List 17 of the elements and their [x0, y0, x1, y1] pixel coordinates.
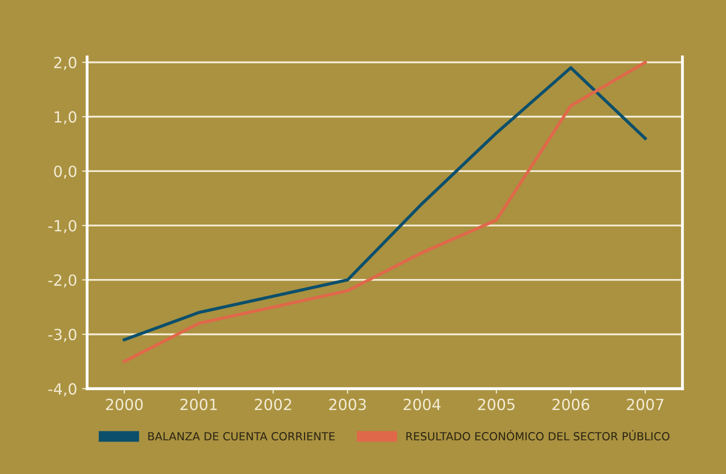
x-tick-label: 2007 — [626, 398, 664, 410]
y-tick-label: 1,0 — [54, 111, 76, 124]
legend-label: RESULTADO ECONÓMICO DEL SECTOR PÚBLICO — [406, 430, 670, 440]
x-tick-label: 2004 — [404, 398, 441, 410]
x-tick-label: 2006 — [552, 398, 590, 410]
y-tick-label: -3,0 — [48, 328, 76, 342]
y-tick-label: -1,0 — [48, 220, 76, 234]
x-tick-label: 2003 — [329, 398, 366, 410]
x-tick-label: 2000 — [106, 398, 143, 410]
x-tick-label: 2002 — [254, 398, 292, 410]
y-tick-label: 0,0 — [54, 166, 76, 179]
x-tick-label: 2005 — [478, 398, 515, 410]
legend-label: BALANZA DE CUENTA CORRIENTE — [148, 432, 335, 440]
y-tick-label: 2,0 — [54, 56, 76, 70]
y-tick-label: -4,0 — [48, 383, 76, 396]
x-tick-label: 2001 — [180, 398, 217, 410]
y-tick-label: -2,0 — [48, 274, 76, 288]
